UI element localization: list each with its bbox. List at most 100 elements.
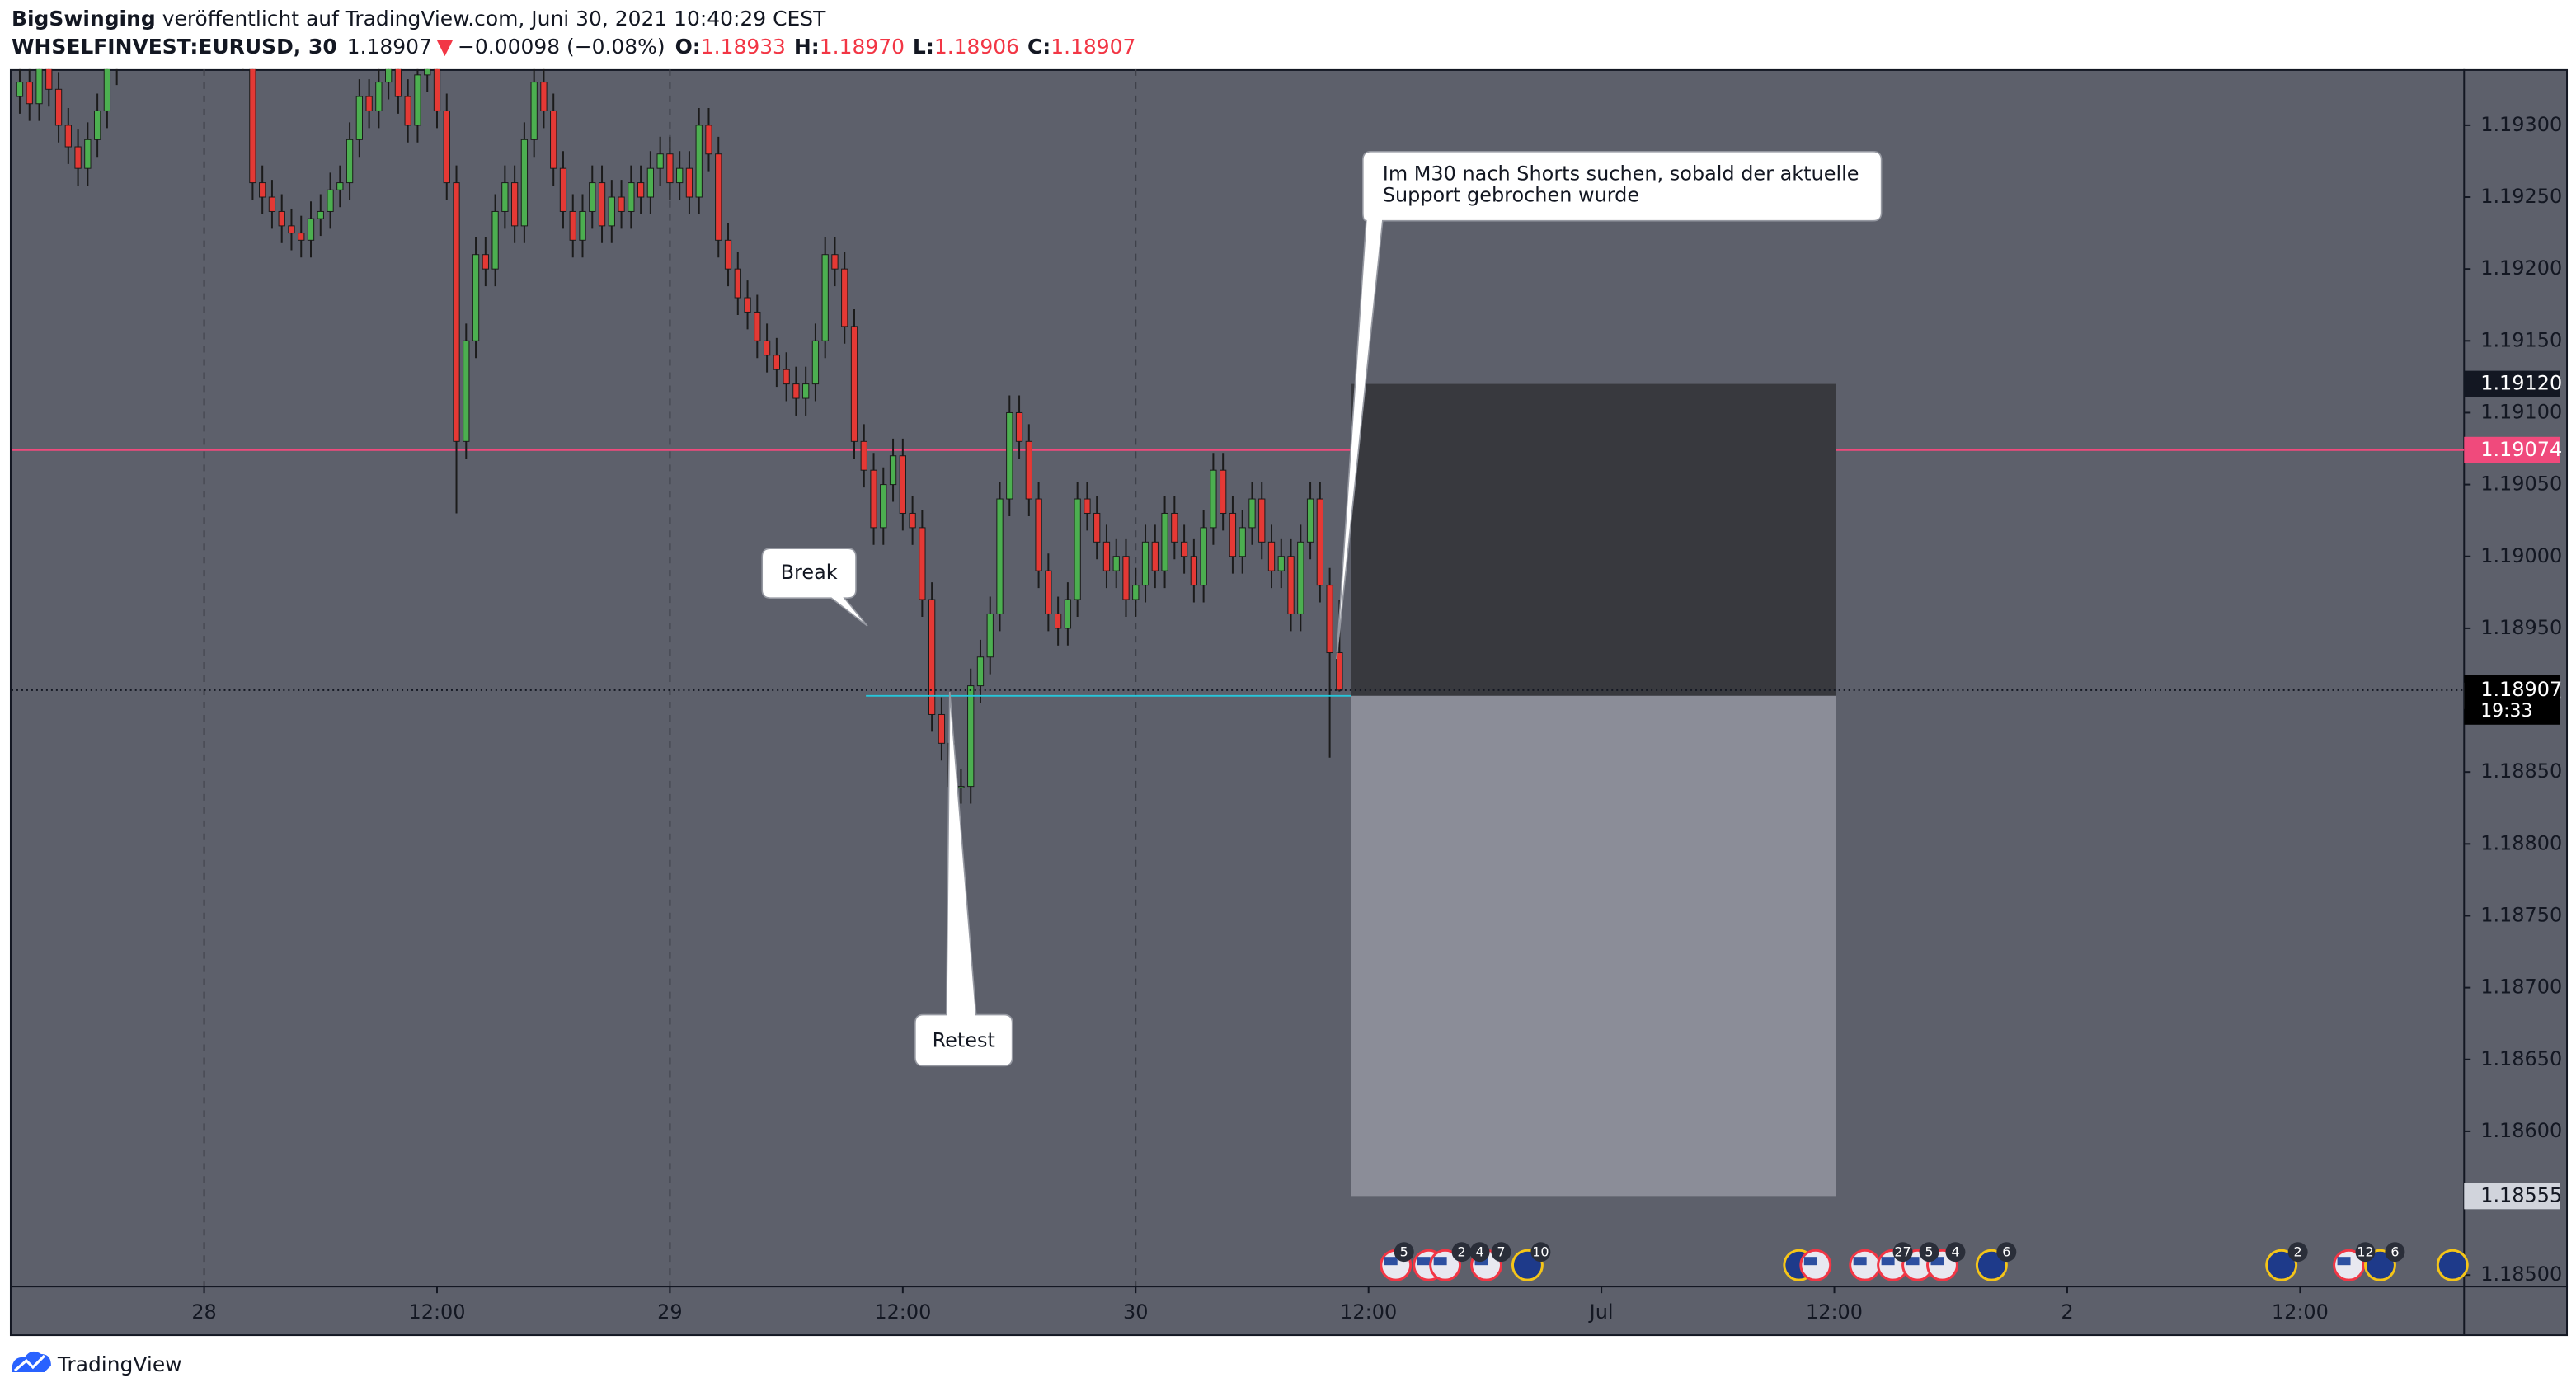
y-tick-label: 1.18600	[2480, 1119, 2562, 1142]
candle-body	[288, 225, 295, 234]
candle-body	[705, 125, 712, 155]
candle-body	[1297, 541, 1304, 614]
candle-body	[1229, 512, 1237, 557]
candle-body	[540, 82, 548, 111]
y-tick-label: 1.18500	[2480, 1263, 2562, 1286]
y-tick-label: 1.18750	[2480, 903, 2562, 926]
event-icon	[2436, 1249, 2469, 1281]
candle-body	[550, 110, 557, 169]
countdown-label: 19:33	[2480, 701, 2532, 722]
event-flag	[1803, 1257, 1817, 1266]
candle-body	[773, 355, 781, 370]
last-price: 1.18907	[347, 35, 432, 59]
event-flag	[1906, 1257, 1920, 1266]
candle-body	[317, 210, 324, 219]
event-flag	[1853, 1257, 1867, 1266]
event-badge	[1451, 1242, 1472, 1263]
position-risk	[1351, 383, 1836, 696]
candle-body	[307, 218, 315, 241]
candle-body	[482, 254, 489, 270]
candle-body	[656, 153, 664, 169]
candle-body	[35, 68, 43, 105]
candle-body	[64, 125, 72, 148]
candle-body	[93, 110, 101, 140]
y-tick-label: 1.18850	[2480, 759, 2562, 783]
candle-body	[860, 440, 867, 471]
event-badge	[1945, 1242, 1966, 1263]
x-tick-label: 30	[1123, 1300, 1148, 1324]
events: 5 2 4 7 10 27 5 4 6 2 12 6	[1380, 1242, 2469, 1281]
candle-body	[84, 139, 92, 169]
header-line-2: WHSELFINVEST:EURUSD, 30 1.18907 ▼ −0.00098 …	[12, 35, 1135, 59]
change-arrow: ▼	[437, 35, 454, 59]
candle-body	[1190, 556, 1198, 586]
price-label: 1.19074	[2480, 438, 2562, 461]
y-tick-label: 1.19050	[2480, 473, 2562, 496]
callout-break	[761, 548, 868, 627]
candle-body	[26, 82, 33, 105]
candle-body	[385, 68, 393, 83]
candle-body	[676, 167, 684, 184]
candle-body	[589, 182, 596, 212]
candle-body	[472, 254, 480, 341]
candle-body	[598, 182, 606, 227]
price-label: 1.19120	[2480, 372, 2562, 395]
candle-body	[1220, 469, 1227, 514]
candle-body	[666, 153, 674, 184]
candle-body	[1025, 440, 1032, 500]
candle-body	[1287, 556, 1295, 614]
candle-body	[1102, 541, 1111, 571]
candle-body	[889, 455, 897, 486]
event-badge	[1892, 1242, 1913, 1263]
price-label: 1.18555	[2480, 1183, 2562, 1206]
candle-body	[1151, 541, 1159, 571]
high-value: 1.18970	[820, 35, 905, 59]
close-value: 1.18907	[1051, 35, 1135, 59]
candles	[16, 68, 1343, 804]
event-count: 2	[2294, 1244, 2302, 1260]
candle-body	[850, 326, 858, 442]
candle-body	[1267, 541, 1276, 571]
low-value: 1.18906	[934, 35, 1019, 59]
x-tick-label: 12:00	[1806, 1300, 1863, 1324]
callout-note	[1336, 150, 1883, 660]
candle-body	[54, 88, 63, 126]
x-tick-label: 12:00	[2272, 1300, 2329, 1324]
candle-body	[1054, 613, 1062, 629]
candle-body	[1093, 512, 1101, 543]
callout-retest-text: Retest	[933, 1028, 995, 1051]
candle-body	[783, 369, 790, 385]
candle-body	[1141, 541, 1149, 586]
callout-break-text: Break	[781, 561, 838, 584]
x-tick-label: Jul	[1588, 1300, 1614, 1324]
low-label: L:	[913, 35, 934, 59]
event-badge	[1996, 1242, 2017, 1263]
grid	[11, 68, 2465, 1287]
candle-body	[520, 139, 529, 227]
open-label: O:	[675, 35, 701, 59]
candle-body	[559, 167, 567, 212]
callout-retest	[914, 691, 1013, 1067]
callout-note-text: Im M30 nach Shorts suchen, sobald der ak…	[1383, 162, 1859, 186]
y-tick-label: 1.19200	[2480, 256, 2562, 280]
candle-body	[821, 254, 829, 341]
candle-body	[928, 599, 936, 715]
axes: 28 12:00 29 12:00 30 12:00 Jul 12:00 2 12:00 1.193…	[191, 113, 2562, 1324]
candle-body	[841, 268, 848, 327]
y-tick-label: 1.18950	[2480, 616, 2562, 639]
callout-note-text: Support gebrochen wurde	[1383, 184, 1639, 207]
plot-area	[9, 68, 2569, 1337]
candle-body	[744, 297, 751, 313]
candle-body	[16, 82, 24, 97]
candle-body	[1258, 498, 1266, 543]
candle-body	[491, 210, 499, 270]
event-count: 7	[1497, 1244, 1505, 1260]
candle-body	[463, 340, 470, 442]
price-label-box	[2464, 436, 2560, 463]
candle-body	[1180, 541, 1188, 557]
candle-body	[443, 110, 450, 184]
candle-body	[1248, 498, 1256, 529]
candle-body	[715, 153, 722, 241]
